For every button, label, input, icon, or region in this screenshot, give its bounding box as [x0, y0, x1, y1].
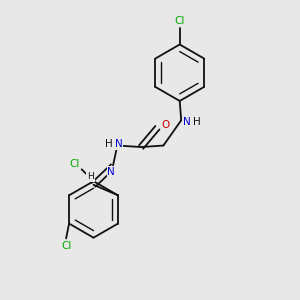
Text: Cl: Cl [69, 159, 80, 169]
Text: Cl: Cl [175, 16, 185, 26]
Text: H: H [193, 117, 200, 127]
Text: N: N [183, 117, 190, 127]
Text: Cl: Cl [61, 241, 72, 251]
Text: O: O [162, 120, 170, 130]
Text: N: N [107, 167, 115, 177]
Text: H: H [105, 140, 113, 149]
Text: H: H [87, 172, 94, 181]
Text: N: N [115, 140, 123, 149]
